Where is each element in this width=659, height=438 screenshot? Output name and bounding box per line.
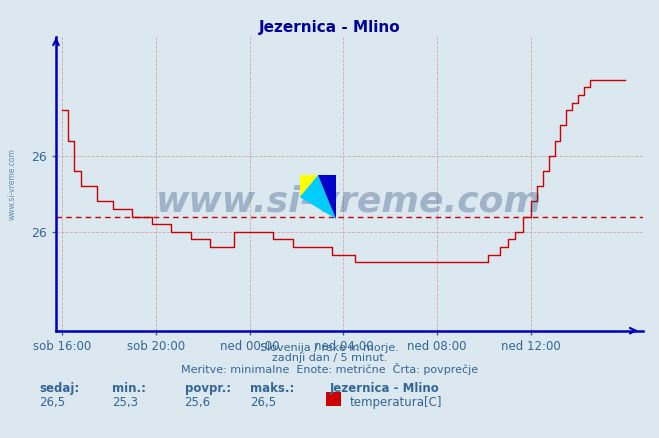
Text: www.si-vreme.com: www.si-vreme.com (8, 148, 17, 220)
Text: Meritve: minimalne  Enote: metrične  Črta: povprečje: Meritve: minimalne Enote: metrične Črta:… (181, 363, 478, 374)
Text: maks.:: maks.: (250, 382, 295, 395)
Polygon shape (318, 175, 336, 219)
Text: Jezernica - Mlino: Jezernica - Mlino (330, 382, 440, 395)
Text: 25,6: 25,6 (185, 396, 211, 410)
Text: Jezernica - Mlino: Jezernica - Mlino (259, 20, 400, 35)
Polygon shape (300, 175, 336, 219)
Text: 25,3: 25,3 (112, 396, 138, 410)
Text: temperatura[C]: temperatura[C] (349, 396, 442, 410)
Text: povpr.:: povpr.: (185, 382, 231, 395)
Text: zadnji dan / 5 minut.: zadnji dan / 5 minut. (272, 353, 387, 363)
Text: Slovenija / reke in morje.: Slovenija / reke in morje. (260, 343, 399, 353)
Polygon shape (300, 175, 318, 197)
Text: www.si-vreme.com: www.si-vreme.com (156, 184, 542, 219)
Text: sedaj:: sedaj: (40, 382, 80, 395)
Text: 26,5: 26,5 (40, 396, 66, 410)
Text: min.:: min.: (112, 382, 146, 395)
Text: 26,5: 26,5 (250, 396, 277, 410)
